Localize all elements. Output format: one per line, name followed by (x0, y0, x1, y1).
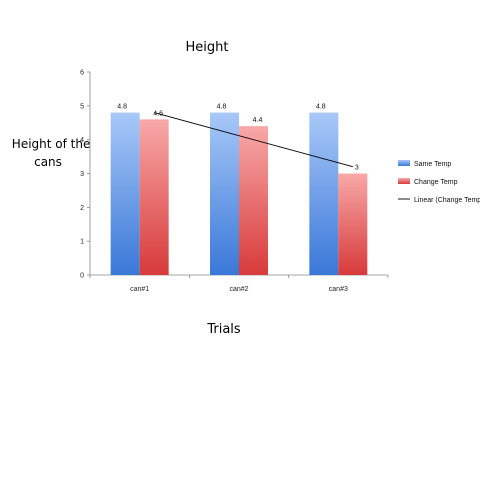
chart-title: Height (186, 40, 229, 55)
x-axis-label: Trials (206, 322, 241, 337)
y-tick-label: 2 (80, 205, 84, 212)
legend: Same Temp Change Temp Linear (Change Temp) (398, 160, 480, 204)
legend-label: Same Temp (414, 161, 451, 168)
y-tick-label: 4 (80, 137, 84, 144)
y-tick-label: 6 (80, 70, 84, 77)
bar-change-temp-1 (139, 119, 169, 275)
data-label: 4.8 (117, 104, 127, 111)
x-axis-ticks: can#1 can#2 can#3 (89, 275, 389, 293)
data-label: 4.8 (217, 104, 227, 111)
x-tick-label: can#3 (329, 286, 348, 293)
legend-label: Change Temp (414, 179, 458, 186)
y-tick-label: 1 (80, 239, 84, 246)
legend-label: Linear (Change Temp) (414, 197, 480, 204)
legend-swatch-same-temp (398, 160, 410, 166)
y-axis-label: Height of the cans (12, 137, 94, 169)
y-tick-label: 5 (80, 103, 84, 110)
trendline-group (154, 112, 353, 168)
data-label: 4.8 (316, 104, 326, 111)
bar-same-temp-2 (210, 112, 239, 275)
bar-change-temp-3 (338, 173, 368, 275)
trendline-change-temp (154, 112, 353, 168)
y-tick-label: 3 (80, 171, 84, 178)
y-axis-label-line-1: Height of the (12, 137, 91, 151)
legend-swatch-change-temp (398, 178, 410, 184)
data-label: 4.4 (253, 117, 263, 124)
data-label: 3 (355, 165, 359, 172)
y-axis-label-line-2: cans (34, 155, 62, 169)
x-tick-label: can#2 (229, 286, 248, 293)
y-tick-label: 0 (80, 273, 84, 280)
x-tick-label: can#1 (130, 286, 149, 293)
bar-same-temp-1 (110, 112, 140, 275)
bar-same-temp-3 (309, 112, 339, 275)
bar-change-temp-2 (239, 126, 268, 275)
bar-series-group (110, 112, 368, 275)
y-axis-ticks: 0 1 2 3 4 5 6 (80, 70, 90, 280)
